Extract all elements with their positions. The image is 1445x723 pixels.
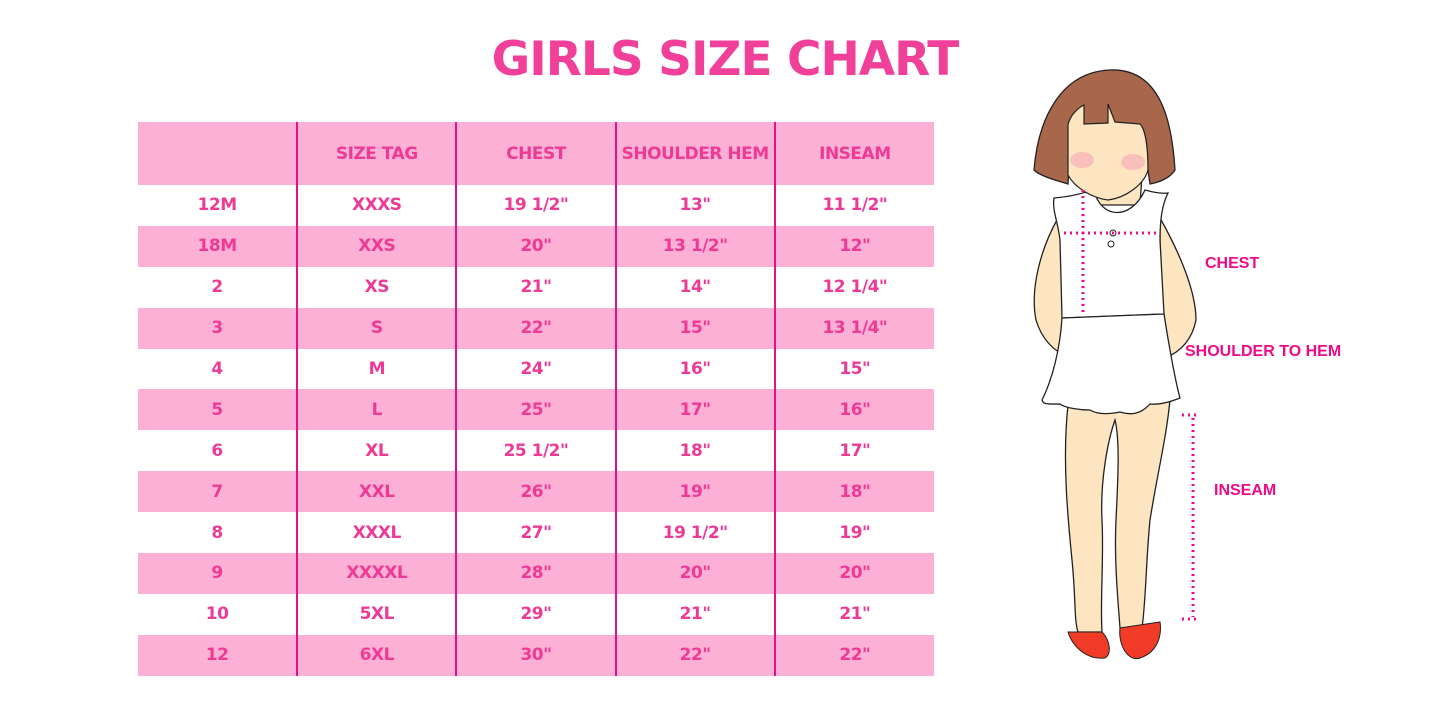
table-cell: 17" — [773, 430, 934, 472]
table-cell: 18" — [614, 430, 775, 472]
table-cell: 29" — [455, 593, 616, 635]
column-header: CHEST — [455, 122, 616, 185]
table-row: 5 L 25" 17" 16" — [138, 389, 934, 431]
table-cell: 21" — [455, 266, 616, 308]
table-cell: 19 1/2" — [614, 512, 775, 554]
table-cell: 25" — [455, 389, 616, 431]
table-cell: 22" — [773, 634, 934, 676]
table-cell: XS — [296, 266, 457, 308]
table-row: 9 XXXXL 28" 20" 20" — [138, 553, 934, 594]
page-title: GIRLS SIZE CHART — [491, 32, 960, 87]
table-cell: 21" — [614, 593, 775, 635]
table-cell: 18M — [138, 225, 298, 267]
table-cell: 19 1/2" — [455, 185, 616, 226]
table-cell: 17" — [614, 389, 775, 431]
chest-label: CHEST — [1205, 255, 1260, 272]
face — [1067, 103, 1149, 201]
right-shoe — [1119, 621, 1161, 660]
table-cell: 28" — [455, 553, 616, 594]
table-row: 6 XL 25 1/2" 18" 17" — [138, 430, 934, 472]
table-cell: 22" — [455, 307, 616, 349]
table-cell: 5 — [138, 389, 298, 431]
column-header: SIZE TAG — [296, 122, 457, 185]
table-cell: 3 — [138, 307, 298, 349]
table-cell: 6 — [211, 440, 223, 461]
table-cell: 7 — [138, 471, 298, 513]
table-cell: 6XL — [296, 634, 457, 676]
column-header: INSEAM — [773, 122, 934, 185]
table-cell: 27" — [455, 512, 616, 554]
table-cell: 16" — [773, 389, 934, 431]
table-cell: 24" — [455, 348, 616, 390]
table-cell: XL — [296, 430, 457, 472]
top-garment — [1052, 189, 1170, 319]
table-cell: 5XL — [296, 593, 457, 635]
table-row: 7 XXL 26" 19" 18" — [138, 471, 934, 513]
table-cell: 19" — [614, 471, 775, 513]
table-cell: 13 1/4" — [773, 307, 934, 349]
table-cell: 12 1/4" — [773, 266, 934, 308]
table-cell: 20" — [773, 553, 934, 594]
table-cell: 9 — [138, 553, 298, 594]
table-row: 8 XXXL 27" 19 1/2" 19" — [138, 512, 934, 554]
table-cell: 4 — [211, 359, 223, 379]
table-cell: 15" — [614, 307, 775, 349]
table-cell: 15" — [773, 348, 934, 390]
legs — [1064, 399, 1171, 633]
table-row: 12M XXXS 19 1/2" 13" 11 1/2" — [138, 185, 934, 226]
table-cell: 11 1/2" — [773, 185, 934, 226]
table-cell: XXL — [296, 471, 457, 513]
table-cell: 19" — [773, 512, 934, 554]
table-cell: 20" — [614, 553, 775, 594]
table-row: 18M XXS 20" 13 1/2" 12" — [138, 225, 934, 267]
table-row: 10 5XL 29" 21" 21" — [138, 593, 934, 635]
table-cell: XXS — [296, 225, 457, 267]
table-cell: 10 — [205, 604, 229, 625]
table-cell: 12" — [773, 225, 934, 267]
table-cell: XXXL — [296, 512, 457, 554]
table-cell: 16" — [614, 348, 775, 390]
table-cell: 18" — [773, 471, 934, 513]
table-cell: 13" — [614, 185, 775, 226]
table-cell: 30" — [455, 634, 616, 676]
table-cell: 12M — [197, 195, 238, 216]
table-cell: S — [296, 307, 457, 349]
shoulder-to-hem-label: SHOULDER TO HEM — [1185, 343, 1342, 360]
table-cell: 14" — [614, 266, 775, 308]
column-header: SHOULDER HEM — [614, 122, 775, 185]
left-shoe — [1067, 631, 1110, 659]
table-cell: XXXS — [296, 185, 457, 226]
table-row: 4 M 24" 16" 15" — [138, 348, 934, 390]
skirt — [1041, 313, 1181, 415]
table-cell: L — [296, 389, 457, 431]
table-row: 12 6XL 30" 22" 22" — [138, 634, 934, 676]
table-cell: M — [296, 348, 457, 390]
table-cell: 21" — [773, 593, 934, 635]
inseam-label: INSEAM — [1214, 482, 1277, 499]
table-cell: 8 — [211, 522, 223, 543]
column-header — [138, 122, 298, 185]
table-cell: 25 1/2" — [455, 430, 616, 472]
table-header-row: SIZE TAG CHEST SHOULDER HEM INSEAM — [138, 122, 934, 185]
table-row: 3 S 22" 15" 13 1/4" — [138, 307, 934, 349]
table-cell: 13 1/2" — [614, 225, 775, 267]
table-cell: 12 — [138, 634, 298, 676]
table-cell: 20" — [455, 225, 616, 267]
table-cell: XXXXL — [296, 553, 457, 594]
size-chart-table: SIZE TAG CHEST SHOULDER HEM INSEAM 12M XXXS 1… — [138, 122, 934, 676]
table-cell: 22" — [614, 634, 775, 676]
table-row: 2 XS 21" 14" 12 1/4" — [138, 266, 934, 308]
table-cell: 26" — [455, 471, 616, 513]
table-cell: 2 — [211, 277, 223, 298]
